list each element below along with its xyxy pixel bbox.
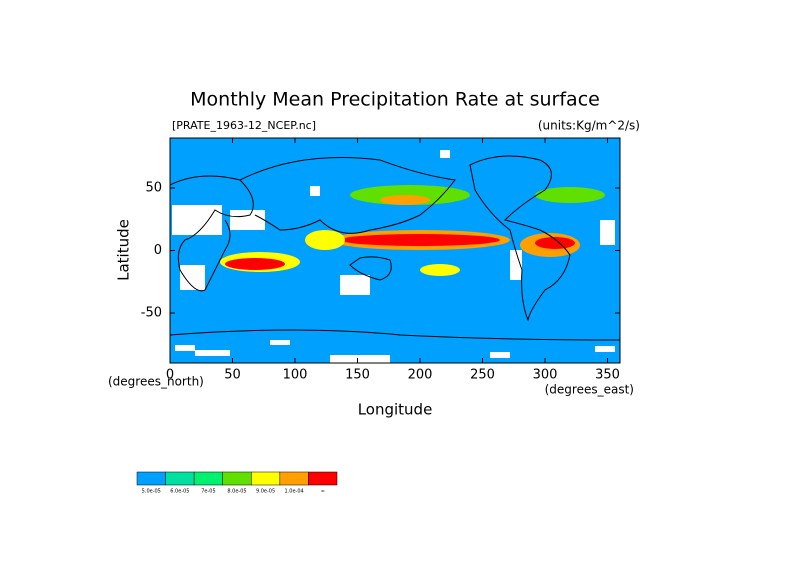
y-unit: (degrees_north) (108, 375, 204, 389)
x-tick-label: 150 (345, 368, 370, 383)
precip-bands (220, 185, 605, 276)
map (169, 137, 621, 364)
colorbar-swatch (165, 471, 195, 486)
colorbar-label: 5.0e-05 (142, 489, 161, 495)
colorbar-swatch (193, 471, 223, 486)
colorbar-label: 6.0e-05 (170, 489, 189, 495)
colorbar-swatch (222, 471, 252, 486)
x-tick-label: 250 (470, 368, 495, 383)
chart-title: Monthly Mean Precipitation Rate at surfa… (190, 89, 600, 111)
y-tick-label: 50 (145, 181, 162, 196)
y-tick-label: 0 (154, 243, 162, 258)
coastlines (169, 155, 621, 341)
white-patches (172, 150, 615, 363)
x-tick-label: 350 (595, 368, 620, 383)
colorbar-label: ∞ (321, 489, 325, 495)
x-axis-label: Longitude (358, 401, 433, 419)
y-axis-label: Latitude (115, 219, 133, 281)
x-unit: (degrees_east) (545, 383, 634, 397)
colorbar-label: 1.0e-04 (285, 489, 304, 495)
colorbar-label: 9.0e-05 (256, 489, 275, 495)
subtitle-left: [PRATE_1963-12_NCEP.nc] (172, 119, 316, 132)
colorbar-label: 8.0e-05 (227, 489, 246, 495)
colorbar-label: 7e-05 (201, 489, 215, 495)
x-tick-label: 200 (408, 368, 433, 383)
y-tick-label: -50 (141, 306, 162, 321)
colorbar-swatch (136, 471, 166, 486)
x-tick-label: 0 (166, 368, 174, 383)
x-tick-label: 50 (224, 368, 241, 383)
colorbar-swatch (308, 471, 338, 486)
colorbar-swatch (279, 471, 309, 486)
subtitle-right: (units:Kg/m^2/s) (538, 119, 640, 133)
colorbar: 5.0e-05 6.0e-05 7e-05 8.0e-05 9.0e-05 1.0e-04… (136, 471, 338, 495)
x-tick-label: 300 (533, 368, 558, 383)
colorbar-swatch (251, 471, 281, 486)
x-tick-label: 100 (283, 368, 308, 383)
